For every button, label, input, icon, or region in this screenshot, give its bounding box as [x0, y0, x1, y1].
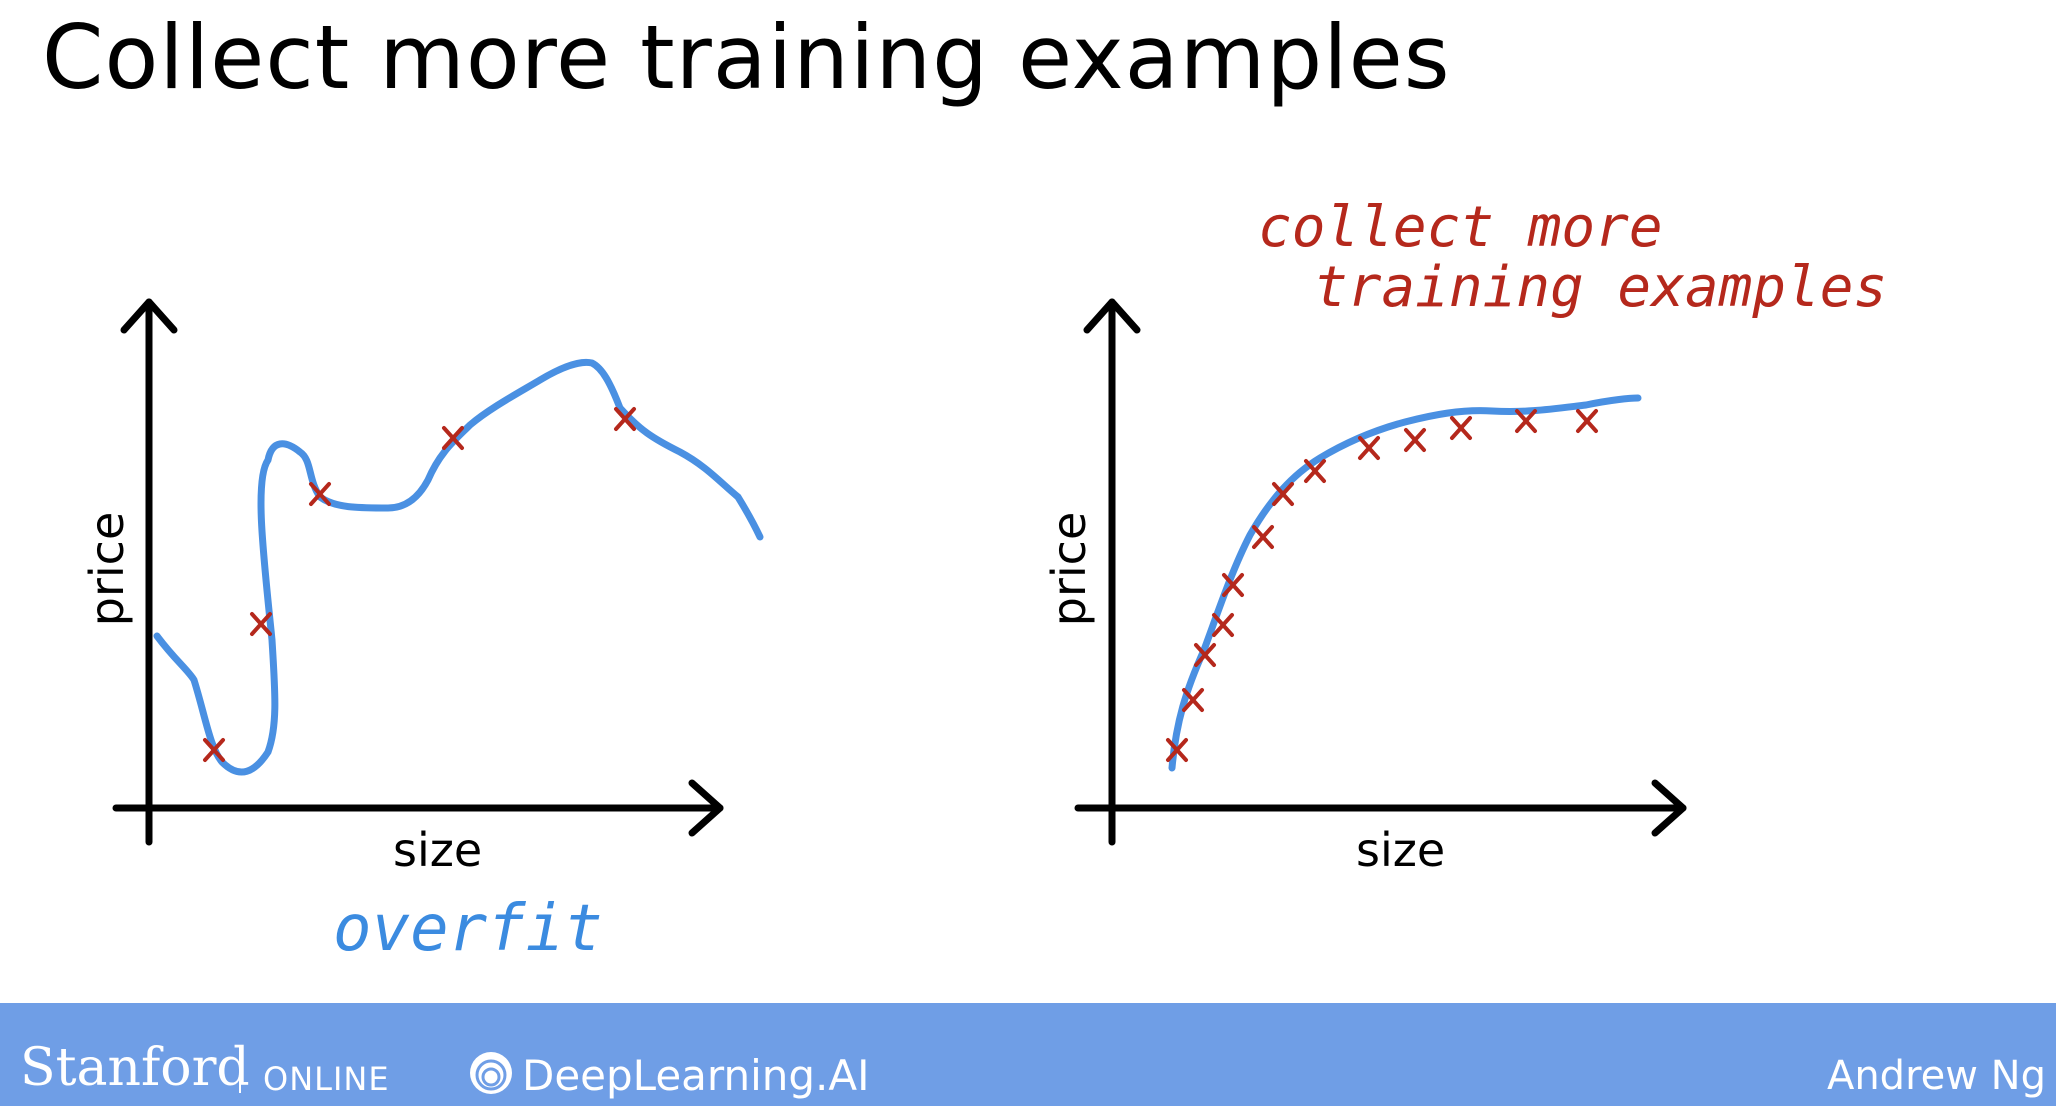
training-point-marker	[1182, 688, 1204, 712]
footer-separator	[239, 1045, 241, 1093]
deeplearning-logo-icon	[470, 1052, 512, 1094]
training-point-marker	[1194, 643, 1216, 667]
slide-title: Collect more training examples	[42, 6, 1451, 109]
training-point-marker	[250, 612, 272, 636]
left-plot	[112, 298, 764, 846]
training-point-marker	[1166, 738, 1188, 762]
stanford-logo-text: Stanford	[20, 1038, 250, 1098]
footer-bar: Stanford ONLINE DeepLearning.AI Andrew N…	[0, 1003, 2056, 1106]
training-point-marker	[1222, 573, 1244, 597]
author-name: Andrew Ng	[1826, 1053, 2046, 1099]
collect-annotation-line2: training examples	[1314, 255, 1888, 320]
training-point-marker	[1358, 436, 1380, 460]
right-training-points	[1166, 409, 1598, 762]
training-point-marker	[1515, 409, 1537, 433]
right-y-axis-label: price	[1042, 511, 1097, 627]
training-point-marker	[1272, 482, 1294, 506]
right-axes	[1074, 298, 1687, 846]
training-point-marker	[309, 482, 331, 506]
left-training-points	[203, 407, 636, 762]
left-y-arrowhead	[120, 298, 178, 334]
training-point-marker	[1304, 459, 1326, 483]
right-y-arrowhead	[1083, 298, 1141, 334]
collect-annotation-line1: collect more	[1258, 195, 1663, 260]
left-x-arrowhead	[688, 779, 724, 837]
training-point-marker	[1252, 525, 1274, 549]
overfit-annotation: overfit	[333, 892, 603, 966]
training-point-marker	[1576, 409, 1598, 433]
right-plot	[1074, 298, 1687, 846]
training-point-marker	[1450, 416, 1472, 440]
right-x-arrowhead	[1651, 779, 1687, 837]
deeplearning-label: DeepLearning.AI	[522, 1051, 870, 1100]
left-x-axis-label: size	[393, 823, 483, 877]
left-axes	[112, 298, 724, 846]
right-fit-curve	[1168, 394, 1642, 772]
online-label: ONLINE	[263, 1060, 390, 1098]
training-point-marker	[203, 738, 225, 762]
right-x-axis-label: size	[1356, 823, 1446, 877]
training-point-marker	[442, 426, 464, 450]
training-point-marker	[1404, 428, 1426, 452]
training-point-marker	[614, 407, 636, 431]
training-point-marker	[1212, 613, 1234, 637]
